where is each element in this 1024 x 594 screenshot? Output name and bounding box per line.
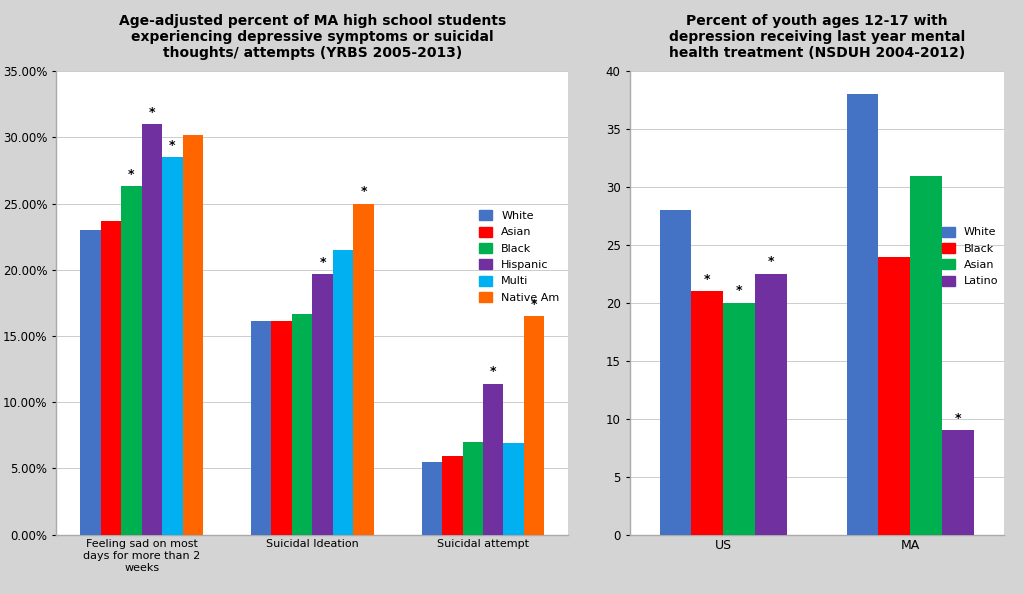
Legend: White, Black, Asian, Latino: White, Black, Asian, Latino [938, 223, 1001, 290]
Text: *: * [954, 412, 961, 425]
Text: *: * [148, 106, 156, 119]
Bar [271, 321, 292, 535]
Bar [80, 230, 100, 535]
Bar [121, 187, 141, 535]
Bar [504, 443, 524, 535]
Bar [100, 221, 121, 535]
Text: *: * [169, 139, 176, 152]
Text: *: * [489, 365, 497, 378]
Bar [942, 430, 974, 535]
Bar [483, 384, 504, 535]
Bar [422, 462, 442, 535]
Bar [755, 274, 786, 535]
Legend: White, Asian, Black, Hispanic, Multi, Native Am: White, Asian, Black, Hispanic, Multi, Na… [475, 207, 563, 306]
Bar [353, 204, 374, 535]
Text: *: * [768, 255, 774, 268]
Title: Percent of youth ages 12-17 with
depression receiving last year mental
health tr: Percent of youth ages 12-17 with depress… [669, 14, 965, 61]
Bar [691, 291, 723, 535]
Bar [723, 303, 755, 535]
Bar [251, 321, 271, 535]
Bar [847, 94, 879, 535]
Title: Age-adjusted percent of MA high school students
experiencing depressive symptoms: Age-adjusted percent of MA high school s… [119, 14, 506, 61]
Bar [524, 316, 545, 535]
Bar [141, 124, 162, 535]
Bar [182, 135, 203, 535]
Text: *: * [705, 273, 711, 286]
Bar [162, 157, 182, 535]
Text: *: * [736, 284, 742, 297]
Bar [463, 442, 483, 535]
Text: *: * [128, 168, 135, 181]
Bar [312, 274, 333, 535]
Text: *: * [360, 185, 367, 198]
Bar [333, 250, 353, 535]
Bar [659, 210, 691, 535]
Text: *: * [530, 298, 538, 311]
Bar [910, 175, 942, 535]
Text: *: * [319, 255, 326, 268]
Bar [879, 257, 910, 535]
Bar [442, 457, 463, 535]
Bar [292, 314, 312, 535]
